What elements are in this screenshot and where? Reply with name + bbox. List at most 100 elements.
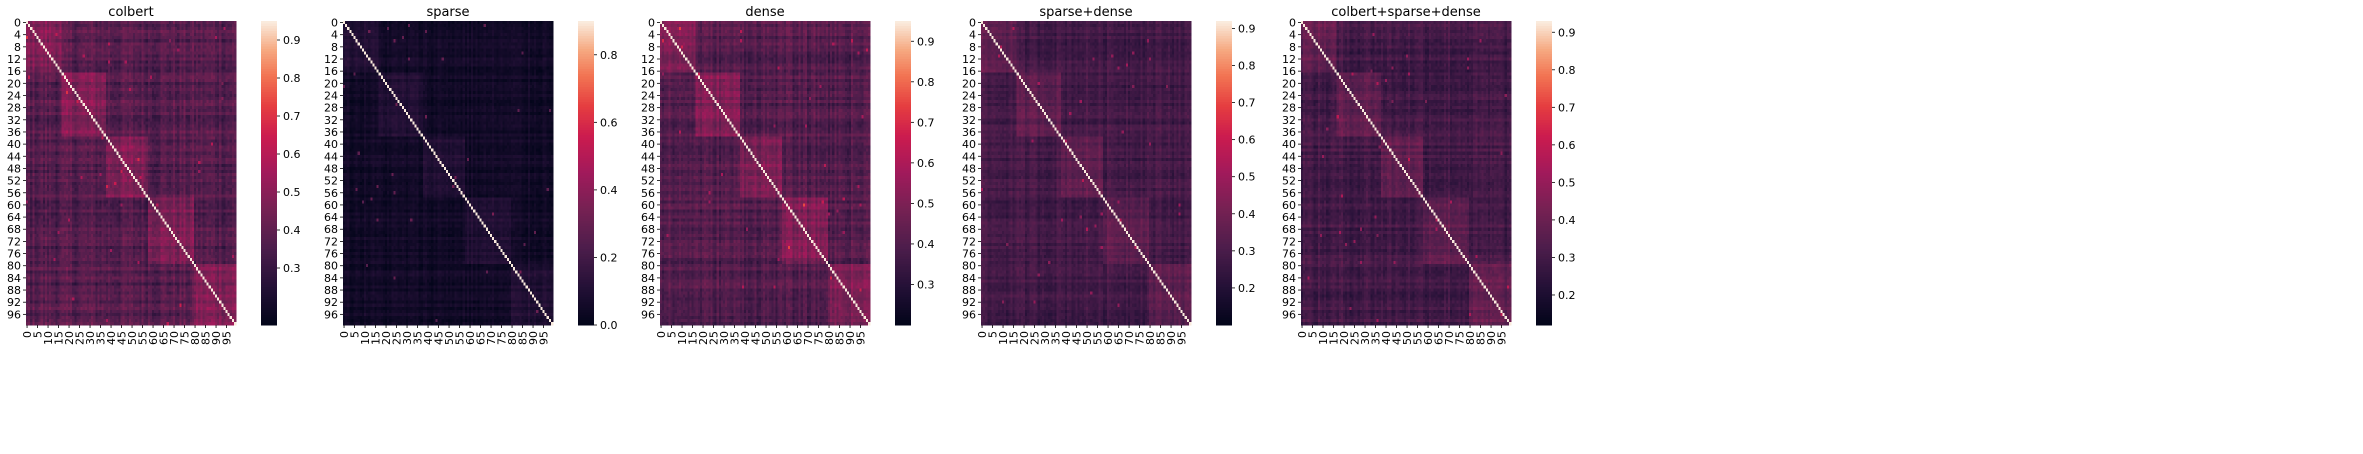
heatmap-cell — [131, 51, 133, 54]
heatmap-cell — [207, 27, 209, 30]
heatmap-cell — [87, 54, 89, 57]
heatmap-cell — [234, 67, 236, 70]
heatmap-cell — [144, 64, 146, 67]
heatmap-cell — [217, 30, 219, 33]
heatmap-cell — [127, 51, 129, 54]
heatmap-cell — [28, 57, 30, 60]
heatmap-cell — [32, 61, 34, 64]
heatmap-cell — [142, 70, 144, 73]
heatmap-cell — [215, 45, 217, 48]
heatmap-cell — [62, 67, 64, 70]
heatmap-cell — [137, 54, 139, 57]
heatmap-cell — [135, 48, 137, 51]
heatmap-cell — [179, 61, 181, 64]
heatmap-cell — [125, 36, 127, 39]
heatmap-cell — [228, 33, 230, 36]
heatmap-cell — [100, 73, 102, 76]
heatmap-cell — [228, 67, 230, 70]
heatmap-cell — [148, 48, 150, 51]
heatmap-cell — [93, 67, 95, 70]
heatmap-cell — [135, 33, 137, 36]
heatmap-cell — [45, 67, 47, 70]
heatmap-cell — [106, 48, 108, 51]
heatmap-cell — [121, 61, 123, 64]
heatmap-cell — [118, 57, 120, 60]
heatmap-cell — [179, 39, 181, 42]
heatmap-cell — [125, 48, 127, 51]
heatmap-cell — [100, 36, 102, 39]
heatmap-cell — [74, 39, 76, 42]
heatmap-cell — [70, 54, 72, 57]
heatmap-cell — [49, 21, 51, 24]
heatmap-cell — [177, 64, 179, 67]
heatmap-cell — [144, 30, 146, 33]
heatmap-cell — [58, 54, 60, 57]
heatmap-cell — [81, 51, 83, 54]
heatmap-cell — [148, 39, 150, 42]
heatmap-cell — [60, 67, 62, 70]
heatmap-cell — [184, 27, 186, 30]
heatmap-cell — [102, 48, 104, 51]
heatmap-cell — [228, 54, 230, 57]
heatmap-cell — [41, 42, 43, 45]
heatmap-cell — [76, 42, 78, 45]
heatmap-cell — [58, 70, 60, 73]
heatmap-cell — [133, 48, 135, 51]
heatmap-cell — [198, 57, 200, 60]
heatmap-cell — [26, 30, 28, 33]
heatmap-cell — [123, 54, 125, 57]
heatmap-cell — [28, 45, 30, 48]
heatmap-cell — [32, 45, 34, 48]
heatmap-cell — [121, 45, 123, 48]
heatmap-cell — [213, 51, 215, 54]
heatmap-cell — [81, 30, 83, 33]
heatmap-cell — [64, 27, 66, 30]
heatmap-cell — [144, 24, 146, 27]
heatmap-cell — [97, 73, 99, 76]
heatmap-cell — [173, 42, 175, 45]
heatmap-cell — [87, 39, 89, 42]
heatmap-cell — [34, 73, 36, 76]
heatmap-cell — [123, 24, 125, 27]
heatmap-cell — [188, 70, 190, 73]
heatmap-cell — [202, 42, 204, 45]
heatmap-cell — [41, 27, 43, 30]
heatmap-cell — [144, 61, 146, 64]
heatmap-cell — [58, 48, 60, 51]
heatmap-cell — [68, 61, 70, 64]
heatmap-cell — [169, 45, 171, 48]
heatmap-cell — [213, 70, 215, 73]
heatmap-cell — [47, 21, 49, 24]
heatmap-cell — [100, 51, 102, 54]
heatmap-cell — [64, 67, 66, 70]
heatmap-cell — [165, 33, 167, 36]
heatmap-cell — [163, 70, 165, 73]
heatmap-cell — [230, 24, 232, 27]
heatmap-cell — [72, 42, 74, 45]
heatmap-cell — [173, 70, 175, 73]
heatmap-cell — [148, 70, 150, 73]
heatmap-cell — [163, 48, 165, 51]
heatmap-cell — [202, 27, 204, 30]
heatmap-cell — [121, 54, 123, 57]
heatmap-cell — [129, 45, 131, 48]
heatmap-cell — [133, 45, 135, 48]
heatmap-cell — [127, 61, 129, 64]
heatmap-cell — [49, 30, 51, 33]
heatmap-cell — [207, 42, 209, 45]
heatmap-cell — [234, 61, 236, 64]
heatmap-cell — [102, 67, 104, 70]
heatmap-cell — [30, 45, 32, 48]
heatmap-cell — [37, 73, 39, 76]
heatmap-cell — [83, 64, 85, 67]
heatmap-cell — [175, 70, 177, 73]
heatmap-cell — [158, 24, 160, 27]
heatmap-cell — [85, 73, 87, 76]
heatmap-cell — [217, 45, 219, 48]
heatmap-cell — [34, 51, 36, 54]
heatmap-cell — [62, 57, 64, 60]
heatmap-cell — [165, 45, 167, 48]
heatmap-cell — [55, 51, 57, 54]
heatmap-cell — [135, 30, 137, 33]
heatmap-cell — [196, 57, 198, 60]
